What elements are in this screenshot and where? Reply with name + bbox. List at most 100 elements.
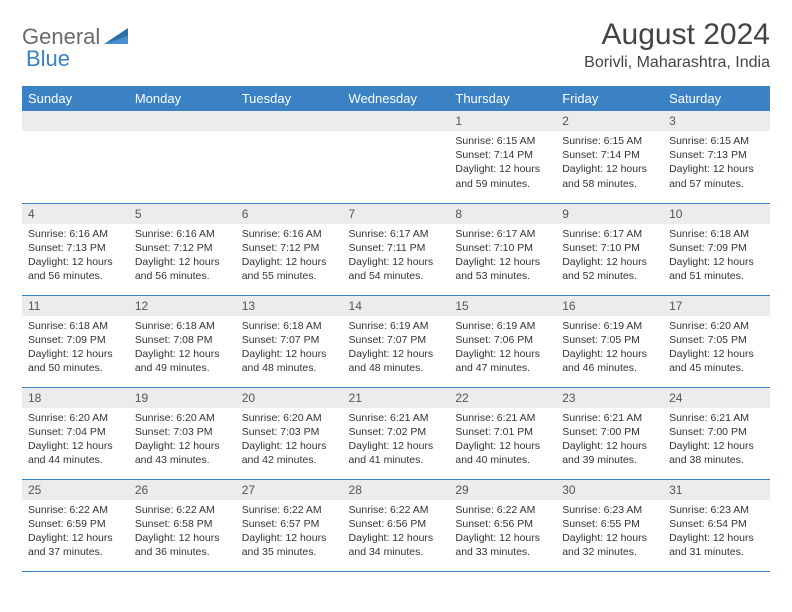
day-details: Sunrise: 6:20 AMSunset: 7:03 PMDaylight:…: [129, 408, 236, 472]
day-number: 4: [22, 204, 129, 224]
calendar-cell: 14Sunrise: 6:19 AMSunset: 7:07 PMDayligh…: [343, 295, 450, 387]
calendar-row: 18Sunrise: 6:20 AMSunset: 7:04 PMDayligh…: [22, 387, 770, 479]
day-number: 19: [129, 388, 236, 408]
calendar-cell: 4Sunrise: 6:16 AMSunset: 7:13 PMDaylight…: [22, 203, 129, 295]
calendar-row: 1Sunrise: 6:15 AMSunset: 7:14 PMDaylight…: [22, 111, 770, 203]
calendar-cell: 21Sunrise: 6:21 AMSunset: 7:02 PMDayligh…: [343, 387, 450, 479]
day-details: Sunrise: 6:18 AMSunset: 7:08 PMDaylight:…: [129, 316, 236, 380]
calendar-cell: 17Sunrise: 6:20 AMSunset: 7:05 PMDayligh…: [663, 295, 770, 387]
day-number: 7: [343, 204, 450, 224]
day-number: 21: [343, 388, 450, 408]
calendar-cell: 26Sunrise: 6:22 AMSunset: 6:58 PMDayligh…: [129, 479, 236, 571]
calendar-cell: 7Sunrise: 6:17 AMSunset: 7:11 PMDaylight…: [343, 203, 450, 295]
day-number: 8: [449, 204, 556, 224]
day-details: Sunrise: 6:21 AMSunset: 7:02 PMDaylight:…: [343, 408, 450, 472]
day-details: Sunrise: 6:18 AMSunset: 7:09 PMDaylight:…: [663, 224, 770, 288]
day-number-empty: [129, 111, 236, 131]
calendar-cell: 12Sunrise: 6:18 AMSunset: 7:08 PMDayligh…: [129, 295, 236, 387]
location: Borivli, Maharashtra, India: [584, 54, 770, 72]
calendar-cell: 29Sunrise: 6:22 AMSunset: 6:56 PMDayligh…: [449, 479, 556, 571]
day-number: 30: [556, 480, 663, 500]
day-details: Sunrise: 6:18 AMSunset: 7:09 PMDaylight:…: [22, 316, 129, 380]
day-details: Sunrise: 6:22 AMSunset: 6:57 PMDaylight:…: [236, 500, 343, 564]
calendar-cell: 10Sunrise: 6:18 AMSunset: 7:09 PMDayligh…: [663, 203, 770, 295]
day-details: Sunrise: 6:22 AMSunset: 6:56 PMDaylight:…: [343, 500, 450, 564]
day-details: Sunrise: 6:23 AMSunset: 6:55 PMDaylight:…: [556, 500, 663, 564]
day-number: 20: [236, 388, 343, 408]
calendar-cell: 11Sunrise: 6:18 AMSunset: 7:09 PMDayligh…: [22, 295, 129, 387]
calendar-cell: 16Sunrise: 6:19 AMSunset: 7:05 PMDayligh…: [556, 295, 663, 387]
calendar-cell-empty: [22, 111, 129, 203]
day-number: 9: [556, 204, 663, 224]
calendar-cell: 8Sunrise: 6:17 AMSunset: 7:10 PMDaylight…: [449, 203, 556, 295]
day-number: 14: [343, 296, 450, 316]
calendar-cell: 19Sunrise: 6:20 AMSunset: 7:03 PMDayligh…: [129, 387, 236, 479]
day-details: Sunrise: 6:17 AMSunset: 7:10 PMDaylight:…: [556, 224, 663, 288]
month-title: August 2024: [584, 18, 770, 52]
day-details: Sunrise: 6:22 AMSunset: 6:59 PMDaylight:…: [22, 500, 129, 564]
day-number: 28: [343, 480, 450, 500]
calendar-cell: 1Sunrise: 6:15 AMSunset: 7:14 PMDaylight…: [449, 111, 556, 203]
day-details: Sunrise: 6:16 AMSunset: 7:12 PMDaylight:…: [129, 224, 236, 288]
calendar-cell-empty: [236, 111, 343, 203]
calendar-cell: 22Sunrise: 6:21 AMSunset: 7:01 PMDayligh…: [449, 387, 556, 479]
calendar-cell: 13Sunrise: 6:18 AMSunset: 7:07 PMDayligh…: [236, 295, 343, 387]
day-details: Sunrise: 6:20 AMSunset: 7:04 PMDaylight:…: [22, 408, 129, 472]
calendar-cell: 30Sunrise: 6:23 AMSunset: 6:55 PMDayligh…: [556, 479, 663, 571]
calendar-cell: 25Sunrise: 6:22 AMSunset: 6:59 PMDayligh…: [22, 479, 129, 571]
calendar-row: 25Sunrise: 6:22 AMSunset: 6:59 PMDayligh…: [22, 479, 770, 571]
day-number: 12: [129, 296, 236, 316]
day-details: Sunrise: 6:18 AMSunset: 7:07 PMDaylight:…: [236, 316, 343, 380]
day-number: 26: [129, 480, 236, 500]
day-number: 29: [449, 480, 556, 500]
header: General August 2024 Borivli, Maharashtra…: [22, 18, 770, 72]
day-details: Sunrise: 6:15 AMSunset: 7:14 PMDaylight:…: [556, 131, 663, 195]
day-number-empty: [343, 111, 450, 131]
weekday-header: Friday: [556, 86, 663, 111]
day-number: 22: [449, 388, 556, 408]
calendar-cell-empty: [343, 111, 450, 203]
calendar-row: 4Sunrise: 6:16 AMSunset: 7:13 PMDaylight…: [22, 203, 770, 295]
day-details: Sunrise: 6:17 AMSunset: 7:11 PMDaylight:…: [343, 224, 450, 288]
day-number: 27: [236, 480, 343, 500]
title-block: August 2024 Borivli, Maharashtra, India: [584, 18, 770, 72]
day-number: 13: [236, 296, 343, 316]
day-number: 10: [663, 204, 770, 224]
calendar-cell: 31Sunrise: 6:23 AMSunset: 6:54 PMDayligh…: [663, 479, 770, 571]
calendar-cell: 15Sunrise: 6:19 AMSunset: 7:06 PMDayligh…: [449, 295, 556, 387]
calendar-cell: 28Sunrise: 6:22 AMSunset: 6:56 PMDayligh…: [343, 479, 450, 571]
calendar: SundayMondayTuesdayWednesdayThursdayFrid…: [22, 86, 770, 572]
day-number: 23: [556, 388, 663, 408]
logo-triangle-icon: [104, 26, 128, 49]
weekday-header: Monday: [129, 86, 236, 111]
day-details: Sunrise: 6:22 AMSunset: 6:56 PMDaylight:…: [449, 500, 556, 564]
day-number: 16: [556, 296, 663, 316]
day-number: 25: [22, 480, 129, 500]
weekday-header: Thursday: [449, 86, 556, 111]
day-number: 3: [663, 111, 770, 131]
day-number: 6: [236, 204, 343, 224]
weekday-header: Sunday: [22, 86, 129, 111]
day-number: 24: [663, 388, 770, 408]
day-number: 31: [663, 480, 770, 500]
day-number: 11: [22, 296, 129, 316]
calendar-row: 11Sunrise: 6:18 AMSunset: 7:09 PMDayligh…: [22, 295, 770, 387]
calendar-cell: 9Sunrise: 6:17 AMSunset: 7:10 PMDaylight…: [556, 203, 663, 295]
day-number: 1: [449, 111, 556, 131]
day-number: 18: [22, 388, 129, 408]
day-details: Sunrise: 6:17 AMSunset: 7:10 PMDaylight:…: [449, 224, 556, 288]
calendar-header-row: SundayMondayTuesdayWednesdayThursdayFrid…: [22, 86, 770, 111]
day-details: Sunrise: 6:20 AMSunset: 7:05 PMDaylight:…: [663, 316, 770, 380]
calendar-cell: 3Sunrise: 6:15 AMSunset: 7:13 PMDaylight…: [663, 111, 770, 203]
day-details: Sunrise: 6:19 AMSunset: 7:06 PMDaylight:…: [449, 316, 556, 380]
calendar-cell: 6Sunrise: 6:16 AMSunset: 7:12 PMDaylight…: [236, 203, 343, 295]
calendar-cell: 2Sunrise: 6:15 AMSunset: 7:14 PMDaylight…: [556, 111, 663, 203]
day-details: Sunrise: 6:22 AMSunset: 6:58 PMDaylight:…: [129, 500, 236, 564]
day-details: Sunrise: 6:23 AMSunset: 6:54 PMDaylight:…: [663, 500, 770, 564]
day-details: Sunrise: 6:21 AMSunset: 7:00 PMDaylight:…: [556, 408, 663, 472]
day-details: Sunrise: 6:15 AMSunset: 7:14 PMDaylight:…: [449, 131, 556, 195]
day-details: Sunrise: 6:16 AMSunset: 7:13 PMDaylight:…: [22, 224, 129, 288]
day-number: 5: [129, 204, 236, 224]
day-details: Sunrise: 6:19 AMSunset: 7:07 PMDaylight:…: [343, 316, 450, 380]
day-details: Sunrise: 6:21 AMSunset: 7:01 PMDaylight:…: [449, 408, 556, 472]
